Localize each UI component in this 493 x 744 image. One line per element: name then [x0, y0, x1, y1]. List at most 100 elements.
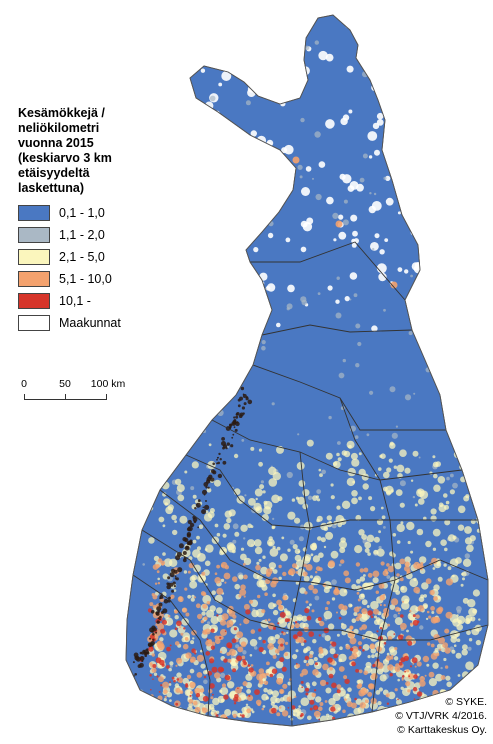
density-cell [358, 496, 362, 501]
density-cell [383, 176, 387, 180]
density-cell [445, 133, 451, 139]
density-cell [413, 577, 417, 582]
density-cell [483, 644, 488, 650]
density-cell [276, 599, 282, 606]
density-cell [243, 595, 246, 598]
density-cell [344, 698, 347, 701]
density-cell [346, 713, 356, 722]
density-cell [275, 660, 284, 669]
density-cell [338, 563, 342, 567]
density-cell [323, 526, 329, 531]
density-cell [385, 197, 394, 206]
density-cell [273, 157, 279, 164]
density-cell [459, 682, 463, 686]
density-cell [404, 183, 414, 193]
density-cell [240, 347, 247, 353]
scale-tick [24, 394, 25, 400]
density-cell [452, 482, 458, 489]
density-cell [234, 686, 242, 694]
legend-label: 5,1 - 10,0 [59, 271, 112, 286]
density-cell [137, 664, 142, 668]
density-cell [268, 478, 278, 487]
density-cell [264, 592, 268, 596]
density-cell [376, 668, 384, 675]
density-cell [444, 665, 449, 669]
density-cell [394, 617, 403, 626]
density-cell [204, 560, 211, 567]
density-cell [248, 599, 254, 604]
density-cell [433, 177, 436, 181]
density-cell [305, 166, 312, 172]
density-cell [312, 669, 319, 676]
scale-tick [65, 394, 66, 400]
density-cell [190, 195, 196, 200]
density-cell [236, 655, 243, 662]
density-cell [361, 599, 368, 606]
density-cell [397, 634, 404, 640]
density-cell [221, 683, 227, 688]
density-cell [396, 540, 401, 544]
density-cell [473, 457, 476, 460]
density-cell [149, 602, 154, 607]
density-cell [150, 642, 153, 646]
density-cell [297, 164, 303, 170]
density-cell [286, 303, 293, 310]
density-cell [258, 646, 264, 653]
density-cell [303, 626, 309, 633]
density-cell [287, 511, 296, 520]
density-cell [232, 433, 235, 436]
density-cell [226, 442, 230, 446]
density-cell [190, 597, 195, 602]
density-cell [432, 461, 439, 468]
density-cell [243, 537, 246, 540]
density-cell [172, 28, 175, 32]
density-cell [258, 448, 263, 452]
density-cell [282, 683, 288, 689]
density-cell [383, 471, 390, 479]
density-cell [324, 635, 331, 642]
density-cell [188, 698, 194, 704]
density-cell [358, 452, 362, 456]
density-cell [369, 643, 376, 650]
density-cell [206, 638, 209, 641]
density-cell [397, 267, 403, 272]
density-cell [430, 508, 437, 515]
density-cell [331, 597, 336, 601]
density-cell [279, 657, 285, 663]
density-cell [351, 242, 357, 248]
density-cell [162, 524, 166, 528]
density-cell [261, 609, 266, 614]
density-cell [192, 637, 195, 640]
density-cell [338, 540, 348, 549]
density-cell [466, 630, 471, 636]
density-cell [256, 673, 264, 681]
density-cell [304, 591, 308, 595]
legend-swatch [18, 204, 50, 221]
density-cell [363, 574, 366, 577]
density-cell [144, 654, 147, 657]
density-cell [259, 484, 265, 490]
density-cell [168, 667, 172, 672]
density-cell [336, 684, 342, 690]
density-cell [159, 615, 162, 619]
density-cell [232, 713, 237, 719]
density-cell [377, 701, 382, 706]
density-cell [378, 79, 383, 84]
density-cell [298, 480, 306, 487]
density-cell [152, 678, 154, 680]
density-cell [247, 523, 252, 529]
density-cell [227, 658, 232, 663]
density-cell [370, 697, 377, 705]
density-cell [351, 497, 358, 505]
density-cell [295, 663, 301, 669]
density-cell [381, 515, 386, 520]
map-legend: Kesämökkejä / neliökilometri vuonna 2015… [18, 106, 188, 336]
density-cell [318, 552, 324, 558]
density-cell [233, 702, 237, 705]
density-cell [202, 603, 208, 609]
density-cell [234, 583, 240, 590]
density-cell [383, 604, 386, 607]
density-cell [386, 563, 390, 567]
legend-item: 5,1 - 10,0 [18, 270, 188, 287]
density-cell [376, 548, 385, 557]
